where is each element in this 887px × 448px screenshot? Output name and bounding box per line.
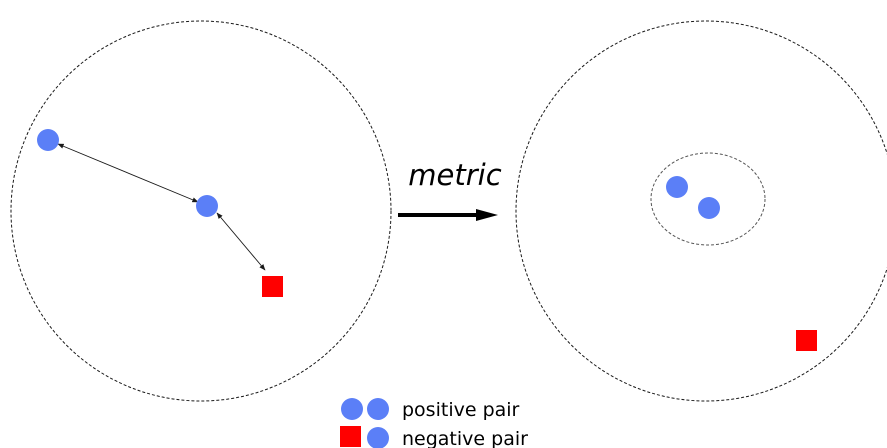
positive-point-a: [37, 129, 59, 151]
square-icon: [340, 426, 361, 447]
legend-positive-label: positive pair: [402, 399, 520, 421]
before-space: [10, 20, 392, 402]
positive-point-b-transformed: [698, 197, 720, 219]
positive-point-a-transformed: [666, 176, 688, 198]
legend-negative-label: negative pair: [402, 428, 528, 448]
positive-distance-arrow: [57, 143, 199, 203]
metric-label: metric: [408, 158, 501, 192]
circle-icon: [367, 398, 389, 420]
circle-icon: [341, 398, 363, 420]
legend: positive pair negative pair: [340, 398, 528, 448]
positive-cluster-boundary: [650, 152, 766, 246]
negative-distance-arrow: [216, 212, 266, 271]
after-space-boundary: [515, 20, 887, 402]
after-space: [515, 20, 887, 402]
legend-positive: positive pair: [341, 398, 520, 421]
positive-point-b: [196, 195, 218, 217]
before-space-boundary: [10, 20, 392, 402]
negative-point-transformed: [796, 330, 817, 351]
metric-transform: metric: [398, 158, 502, 221]
legend-negative: negative pair: [340, 426, 528, 448]
circle-icon: [367, 427, 389, 448]
transform-arrowhead-icon: [476, 209, 498, 221]
negative-point: [262, 276, 283, 297]
